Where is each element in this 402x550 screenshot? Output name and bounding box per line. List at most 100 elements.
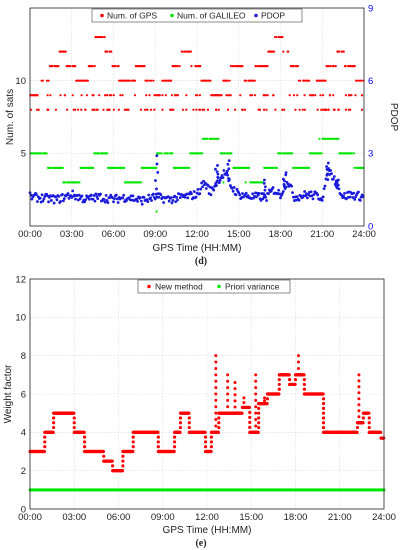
gps-point — [106, 50, 109, 53]
gps-point — [181, 50, 184, 53]
pdop-point — [151, 192, 155, 196]
gps-point — [112, 108, 115, 111]
new-method-point — [357, 385, 361, 389]
new-method-point — [321, 411, 326, 415]
gps-point — [161, 94, 164, 97]
pdop-point — [232, 186, 236, 189]
new-method-point — [214, 405, 218, 409]
new-method-point — [172, 435, 177, 439]
new-method-point — [357, 409, 361, 413]
new-method-point — [302, 373, 306, 377]
gps-point — [196, 94, 199, 97]
gps-point — [172, 108, 175, 111]
gps-point — [143, 65, 146, 68]
y2-tick-label: 9 — [368, 3, 373, 14]
new-method-point — [43, 440, 47, 444]
gps-point — [176, 94, 180, 97]
new-method-point — [277, 392, 281, 396]
gps-point — [274, 35, 278, 39]
new-method-point — [187, 425, 191, 430]
new-method-point — [268, 392, 272, 396]
gps-point — [64, 50, 67, 53]
gps-point — [198, 108, 201, 111]
pdop-point — [216, 164, 219, 167]
gps-point — [46, 94, 49, 97]
new-method-point — [265, 397, 270, 401]
pdop-point — [94, 192, 98, 196]
pdop-point — [331, 177, 335, 181]
new-method-point — [102, 454, 106, 458]
pdop-point — [49, 199, 53, 202]
gps-point — [353, 65, 356, 68]
new-method-point — [120, 469, 125, 473]
gps-point — [292, 94, 296, 97]
galileo-point — [78, 181, 81, 184]
gps-point — [74, 65, 77, 68]
pdop-point — [155, 187, 158, 191]
new-method-point — [214, 424, 218, 428]
galileo-point — [275, 166, 278, 169]
pdop-point — [216, 175, 220, 179]
new-method-point — [321, 397, 326, 401]
pdop-point — [140, 202, 144, 206]
new-method-point — [357, 379, 361, 383]
new-method-point — [248, 425, 252, 429]
new-method-point — [367, 411, 371, 415]
new-method-point — [257, 411, 261, 415]
gps-point — [308, 79, 311, 82]
gps-point — [344, 65, 347, 68]
new-method-point — [265, 401, 269, 406]
pdop-point — [198, 192, 202, 196]
new-method-point — [367, 421, 371, 425]
pdop-point — [352, 191, 356, 195]
pdop-point — [358, 198, 362, 202]
new-method-point — [379, 430, 383, 434]
gps-point — [206, 108, 210, 111]
new-method-point — [321, 425, 326, 430]
pdop-point — [284, 171, 288, 175]
new-method-point — [226, 386, 230, 390]
new-method-point — [257, 421, 261, 425]
galileo-point — [163, 152, 166, 155]
pdop-point — [202, 179, 205, 183]
gps-point — [190, 65, 193, 68]
gps-point — [226, 108, 230, 111]
gps-point — [143, 108, 147, 111]
new-method-point — [254, 379, 258, 383]
pdop-point — [278, 192, 281, 196]
gps-point — [319, 94, 322, 97]
new-method-point — [226, 405, 230, 409]
panel-e: 00:00 03:00 06:00 09:00 12:00 15:00 18:00 21:00… — [3, 274, 396, 549]
pdop-point — [114, 193, 118, 197]
gps-point — [59, 94, 62, 97]
gps-point — [170, 94, 174, 97]
new-method-point — [357, 403, 361, 407]
gps-point — [63, 94, 67, 97]
legend-d: Num. of GPS Num. of GALILEO PDOP — [91, 8, 303, 23]
new-method-point — [214, 418, 218, 422]
pdop-point — [218, 178, 222, 182]
pdop-point — [204, 187, 208, 190]
new-method-point — [296, 366, 300, 370]
gps-point — [146, 79, 149, 82]
pdop-point — [290, 184, 294, 188]
new-method-point — [254, 386, 258, 390]
galileo-point — [272, 166, 275, 169]
gps-point — [262, 108, 266, 111]
gps-point — [170, 79, 173, 82]
new-method-point — [357, 421, 361, 425]
new-method-point — [357, 391, 361, 395]
galileo-point — [188, 166, 191, 169]
gps-point — [215, 108, 218, 111]
gps-point — [133, 94, 137, 97]
pdop-point — [222, 169, 226, 172]
gps-point — [281, 108, 284, 111]
gps-point — [51, 65, 54, 68]
new-method-point — [131, 445, 135, 449]
y-tick-label: 8 — [21, 351, 26, 362]
new-method-point — [248, 420, 252, 424]
pdop-point — [303, 190, 307, 193]
pdop-point — [62, 199, 65, 203]
legend-marker-priori-variance — [217, 284, 221, 289]
